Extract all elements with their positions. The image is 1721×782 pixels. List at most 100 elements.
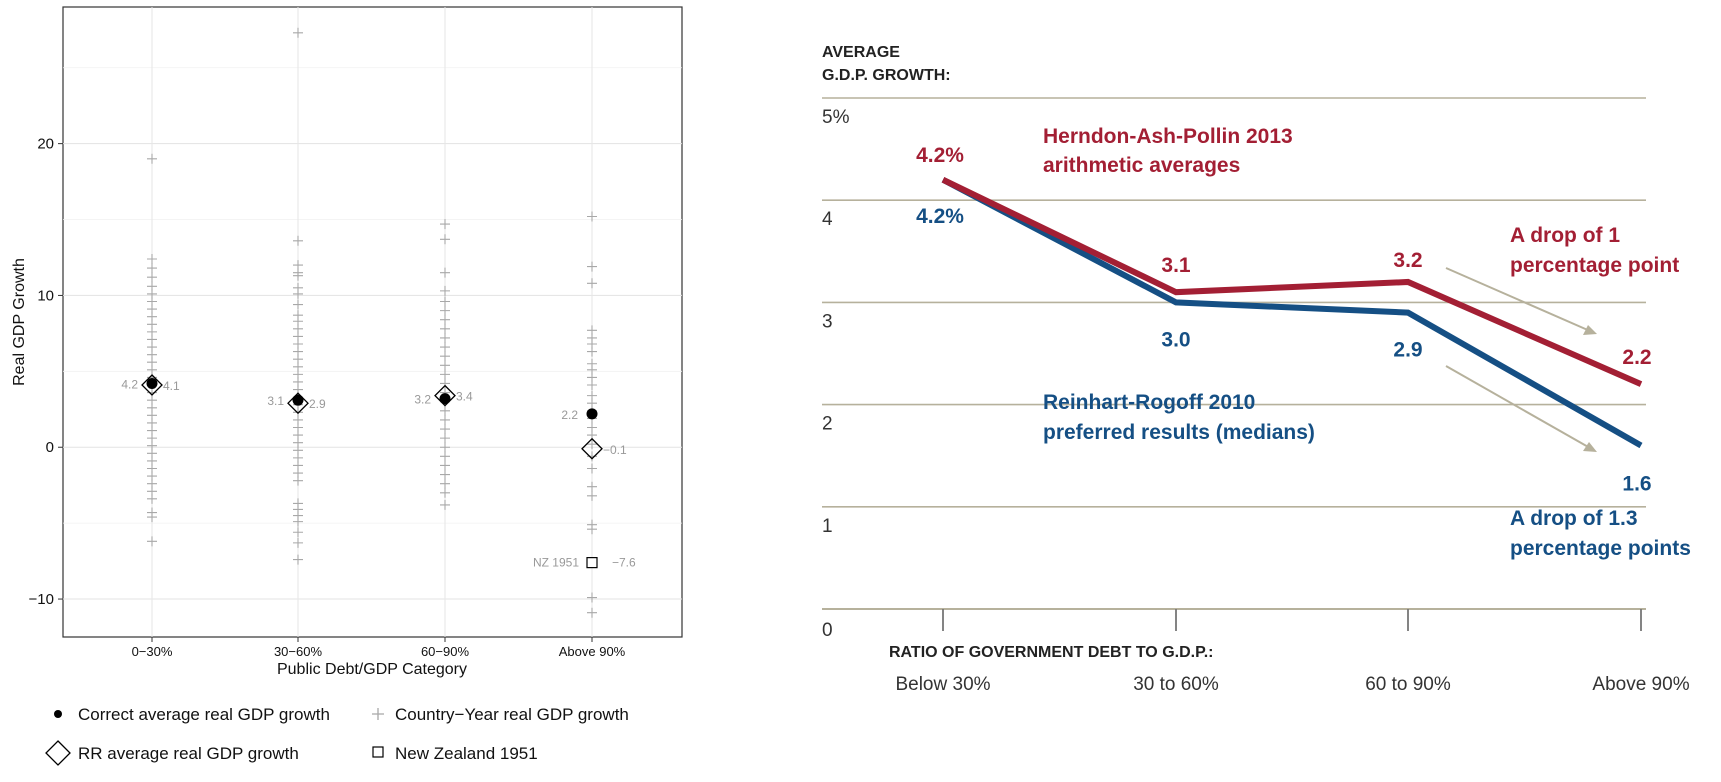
- correct-average-dot: [439, 393, 451, 405]
- country-year-point: [440, 451, 450, 462]
- left-plot-frame: [62, 6, 683, 638]
- rr-average-diamond: [581, 437, 603, 460]
- country-year-point: [440, 351, 450, 362]
- country-year-point: [293, 235, 303, 246]
- country-year-point: [147, 153, 157, 164]
- country-year-point: [587, 592, 597, 603]
- country-year-point: [147, 512, 157, 523]
- country-year-point: [440, 285, 450, 296]
- legend-country-label: Country−Year real GDP growth: [395, 705, 629, 724]
- country-year-point: [440, 342, 450, 353]
- hap-value-label: 3.2: [1393, 249, 1422, 272]
- y-tick-label: −10: [29, 591, 54, 608]
- y-tick-label: 3: [822, 311, 833, 332]
- country-year-point: [440, 487, 450, 498]
- y-tick-label: 10: [37, 287, 54, 304]
- x-tick-label: 30−60%: [274, 644, 323, 659]
- annotation-drop-1-3-line2: percentage points: [1510, 537, 1691, 560]
- legend-nz-square-icon: [372, 746, 384, 758]
- country-year-point: [587, 490, 597, 501]
- x-category-label: Above 90%: [1592, 674, 1689, 695]
- rr-value-label: 4.2%: [916, 205, 964, 228]
- country-year-point: [293, 288, 303, 299]
- country-year-point: [440, 499, 450, 510]
- rr-series-name-line1: Reinhart-Rogoff 2010: [1043, 391, 1255, 414]
- right-series-lines: [941, 177, 1643, 449]
- country-year-point: [587, 463, 597, 474]
- country-year-point: [147, 263, 157, 274]
- x-category-label: Below 30%: [895, 674, 990, 695]
- nz-1951-label: NZ 1951: [533, 556, 579, 570]
- country-year-point: [293, 537, 303, 548]
- correct-average-dot: [292, 394, 304, 406]
- average-markers: 4.1 2.9 3.4 −0.1 4.2 3.1 3.2 2.2 NZ 1951 −7.6: [121, 374, 636, 570]
- country-year-point: [587, 211, 597, 222]
- country-year-point: [147, 272, 157, 283]
- country-year-point: [440, 234, 450, 245]
- country-year-point: [293, 554, 303, 565]
- legend-nz-label: New Zealand 1951: [395, 744, 538, 763]
- country-year-point: [587, 380, 597, 390]
- country-year-point: [587, 481, 597, 492]
- country-year-point: [293, 475, 303, 486]
- country-year-point: [440, 469, 450, 480]
- correct-average-label: 4.2: [121, 377, 138, 391]
- correct-average-label: 3.1: [267, 394, 284, 408]
- rr-series-name-line2: preferred results (medians): [1043, 421, 1315, 444]
- nz-1951-point: [586, 557, 598, 569]
- country-year-point: [440, 296, 450, 307]
- country-year-point: [440, 360, 450, 371]
- right-value-labels: 4.2% 3.1 3.2 2.2 4.2% 3.0 2.9 1.6: [916, 144, 1652, 496]
- hap-value-label: 3.1: [1161, 254, 1191, 277]
- country-year-point: [587, 451, 597, 462]
- country-year-point: [587, 524, 597, 535]
- country-year-point: [293, 516, 303, 527]
- country-year-point: [440, 219, 450, 230]
- rr-average-diamond: [141, 374, 163, 396]
- country-year-point: [440, 478, 450, 489]
- hap-series-line: [941, 177, 1643, 387]
- country-year-point: [440, 314, 450, 325]
- y-tick-label: 20: [37, 136, 54, 153]
- nz-1951-value-label: −7.6: [612, 556, 636, 570]
- left-axes: −10 0 10 20 0−30% 30−60% 60−90% Above 90%: [29, 136, 626, 659]
- x-category-label: 60 to 90%: [1365, 674, 1451, 695]
- right-x-title: RATIO OF GOVERNMENT DEBT TO G.D.P.:: [889, 644, 1213, 661]
- country-year-point: [440, 369, 450, 380]
- legend-rr-diamond-icon: [45, 740, 71, 766]
- rr-value-label: 2.9: [1393, 339, 1422, 362]
- x-tick-label: 0−30%: [132, 644, 173, 659]
- annotation-drop-1-line2: percentage point: [1510, 254, 1679, 277]
- legend-correct-label: Correct average real GDP growth: [78, 705, 330, 724]
- y-tick-label: 0: [822, 620, 833, 641]
- country-year-point: [293, 527, 303, 538]
- country-year-point: [440, 442, 450, 453]
- rr-series-line: [941, 177, 1643, 449]
- country-year-point: [440, 460, 450, 471]
- hap-series-name-line1: Herndon-Ash-Pollin 2013: [1043, 125, 1293, 148]
- left-y-axis-title: Real GDP Growth: [11, 258, 28, 386]
- country-year-point: [147, 254, 157, 264]
- hap-value-label: 4.2%: [916, 144, 964, 167]
- country-year-point: [440, 433, 450, 444]
- rr-value-label: 3.0: [1161, 328, 1190, 351]
- left-scatter-panel: 4.1 2.9 3.4 −0.1 4.2 3.1 3.2 2.2 NZ 1951 −7.6 −10…: [11, 6, 683, 678]
- rr-average-diamond: [434, 384, 456, 407]
- x-tick-label: Above 90%: [559, 644, 626, 659]
- legend-country-plus-icon: [372, 708, 384, 720]
- country-year-point: [293, 299, 303, 310]
- legend-rr-label: RR average real GDP growth: [78, 744, 299, 763]
- country-year-point: [440, 414, 450, 425]
- rr-average-label: 4.1: [163, 379, 180, 393]
- correct-average-dot: [586, 408, 598, 420]
- country-year-point: [147, 493, 157, 504]
- correct-average-label: 2.2: [561, 408, 578, 422]
- drop-arrow-lower-icon: [1445, 365, 1597, 452]
- right-y-title-line1: AVERAGE: [822, 44, 900, 61]
- x-tick-label: 60−90%: [421, 644, 470, 659]
- country-year-point: [440, 424, 450, 435]
- hap-series-name-line2: arithmetic averages: [1043, 154, 1240, 177]
- country-year-point: [440, 405, 450, 416]
- rr-average-label: 3.4: [456, 390, 473, 404]
